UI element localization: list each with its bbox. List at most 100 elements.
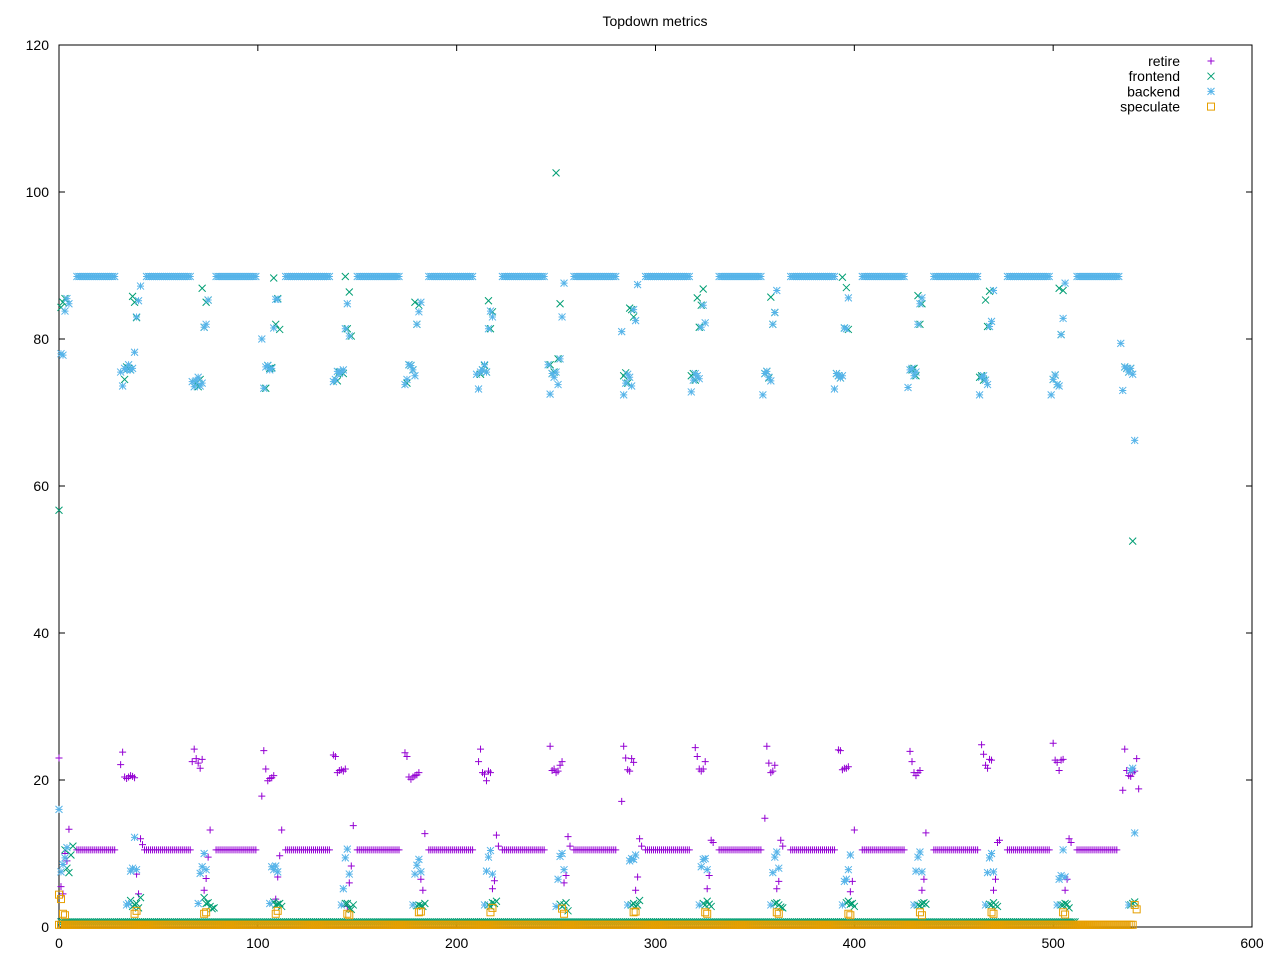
speculate-point xyxy=(130,909,139,918)
speculate-point xyxy=(558,904,567,913)
retire-point xyxy=(260,747,268,755)
backend-point xyxy=(560,865,568,874)
backend-point xyxy=(55,805,63,814)
backend-point xyxy=(267,364,276,373)
retire-point xyxy=(558,758,566,766)
backend-point xyxy=(912,368,920,376)
retire-point xyxy=(763,742,771,750)
retire-point xyxy=(622,754,630,762)
backend-point xyxy=(772,848,781,856)
retire-point xyxy=(270,772,278,780)
backend-point xyxy=(621,379,630,387)
retire-point xyxy=(1049,739,1057,747)
backend-point xyxy=(759,391,767,399)
retire-point xyxy=(475,758,483,766)
retire-point xyxy=(1127,772,1135,780)
speculate-point xyxy=(703,909,712,918)
backend-point xyxy=(1126,364,1135,373)
frontend-point xyxy=(345,288,354,296)
series-retire xyxy=(55,739,1143,910)
chart-title: Topdown metrics xyxy=(602,13,707,29)
retire-point xyxy=(188,758,196,766)
retire-point xyxy=(135,890,143,898)
backend-point xyxy=(417,298,425,307)
backend-point xyxy=(544,360,552,369)
retire-point xyxy=(761,814,769,822)
backend-point xyxy=(631,316,640,325)
backend-point xyxy=(766,377,775,385)
backend-point xyxy=(59,351,67,360)
speculate-point xyxy=(560,909,569,918)
frontend-point xyxy=(343,899,352,908)
speculate-point xyxy=(416,907,425,916)
frontend-point xyxy=(415,901,423,909)
backend-point xyxy=(617,327,626,336)
retire-point xyxy=(192,755,200,763)
backend-point xyxy=(910,901,918,909)
retire-point xyxy=(325,846,333,854)
backend-point xyxy=(343,845,352,853)
backend-point xyxy=(554,380,562,389)
speculate-point xyxy=(772,908,781,917)
backend-point xyxy=(482,368,491,376)
frontend-point xyxy=(136,893,145,902)
backend-point xyxy=(558,313,566,321)
backend-point xyxy=(1051,371,1060,379)
backend-point xyxy=(556,354,564,363)
frontend-point xyxy=(204,898,212,907)
backend-point xyxy=(842,324,851,333)
backend-point xyxy=(486,846,495,855)
speculate-point xyxy=(486,908,495,917)
backend-point xyxy=(194,373,203,382)
backend-point xyxy=(132,865,141,874)
backend-point xyxy=(910,371,918,380)
frontend-point xyxy=(67,851,75,859)
frontend-point xyxy=(128,292,137,301)
retire-point xyxy=(1135,785,1143,793)
retire-point xyxy=(482,777,490,785)
retire-point xyxy=(55,754,63,762)
backend-point xyxy=(701,318,710,327)
retire-point xyxy=(196,764,204,772)
retire-point xyxy=(848,877,856,885)
series-backend xyxy=(55,272,1139,911)
backend-point xyxy=(263,361,272,370)
frontend-point xyxy=(69,842,77,851)
backend-point xyxy=(484,324,493,333)
backend-point xyxy=(1057,871,1065,880)
frontend-point xyxy=(341,272,350,281)
retire-point xyxy=(194,759,202,767)
backend-point xyxy=(695,374,704,383)
frontend-point xyxy=(275,325,284,334)
retire-point xyxy=(620,742,628,750)
backend-point xyxy=(488,313,497,321)
data-points xyxy=(55,169,1143,929)
backend-point xyxy=(979,371,988,380)
backend-point xyxy=(409,366,417,374)
legend-label-frontend: frontend xyxy=(1129,68,1180,84)
retire-point xyxy=(554,767,562,775)
backend-point xyxy=(124,899,133,908)
speculate-point xyxy=(1132,905,1141,914)
retire-point xyxy=(477,745,485,753)
backend-point xyxy=(122,366,131,374)
frontend-point xyxy=(55,506,63,515)
backend-point xyxy=(918,293,926,302)
backend-point xyxy=(975,391,984,399)
backend-point xyxy=(697,862,706,871)
backend-point xyxy=(697,323,706,332)
speculate-point xyxy=(987,908,996,917)
backend-point xyxy=(128,864,137,873)
frontend-point xyxy=(693,293,702,302)
retire-point xyxy=(481,770,489,778)
backend-point xyxy=(484,853,493,862)
backend-point xyxy=(611,272,620,281)
backend-point xyxy=(186,272,195,281)
retire-point xyxy=(186,846,194,854)
speculate-point xyxy=(915,908,924,917)
y-tick-label: 40 xyxy=(33,625,49,641)
legend-label-backend: backend xyxy=(1127,83,1180,99)
retire-point xyxy=(57,883,65,891)
backend-point xyxy=(343,299,352,308)
series-frontend xyxy=(55,169,1139,926)
